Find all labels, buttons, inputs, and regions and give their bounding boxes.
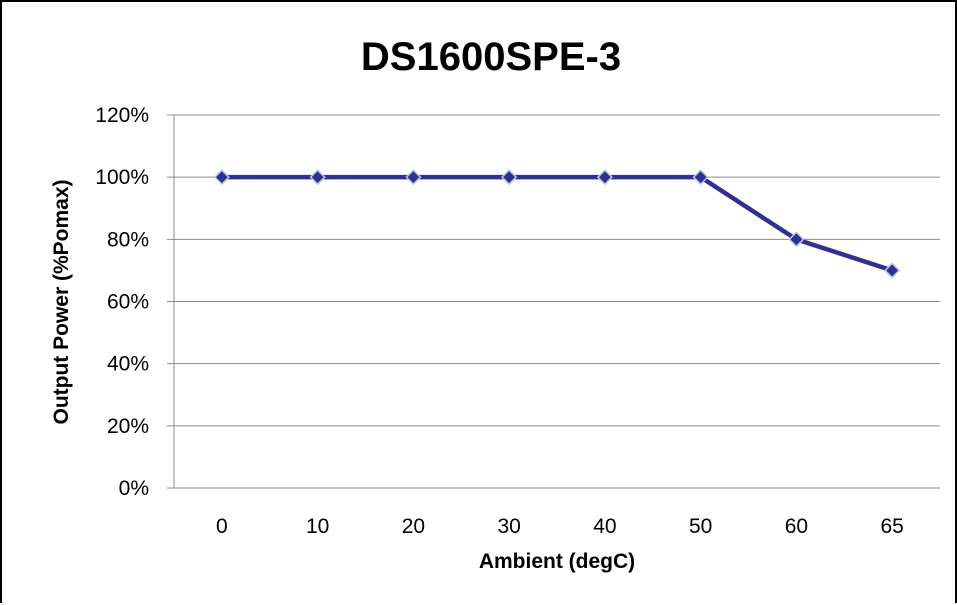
x-tick-label: 40: [593, 515, 616, 538]
series-line: [221, 174, 893, 273]
series-line-path: [221, 174, 893, 273]
y-axis-title: Output Power (%Pomax): [50, 179, 73, 424]
x-tick-label: 30: [497, 515, 520, 538]
y-tick-label: 0%: [119, 477, 149, 500]
data-point-marker: [501, 169, 518, 186]
y-tick-labels: 0% 20% 40% 60% 80% 100% 120%: [95, 104, 149, 500]
y-tick-label: 60%: [107, 291, 149, 314]
x-axis-title: Ambient (degC): [479, 550, 635, 573]
y-tick-label: 80%: [107, 228, 149, 251]
data-markers: [213, 169, 901, 279]
x-tick-label: 10: [306, 515, 329, 538]
x-tick-labels: 0 10 20 30 40 50 60 65: [216, 515, 904, 538]
data-point-marker: [213, 169, 230, 186]
x-tick-label: 20: [402, 515, 425, 538]
y-tick-label: 20%: [107, 415, 149, 438]
data-point-marker: [788, 231, 805, 248]
axes: [167, 114, 940, 489]
data-point-marker: [692, 169, 709, 186]
x-tick-label: 50: [689, 515, 712, 538]
data-point-marker: [309, 169, 326, 186]
data-point-marker: [884, 262, 901, 279]
gridlines: [174, 114, 940, 427]
y-tick-label: 120%: [95, 104, 149, 127]
x-tick-label: 60: [785, 515, 808, 538]
x-tick-label: 0: [216, 515, 228, 538]
y-tick-label: 40%: [107, 353, 149, 376]
data-point-marker: [405, 169, 422, 186]
data-point-marker: [596, 169, 613, 186]
y-tick-label: 100%: [95, 166, 149, 189]
chart-title: DS1600SPE-3: [361, 35, 621, 79]
x-tick-label: 65: [880, 515, 903, 538]
